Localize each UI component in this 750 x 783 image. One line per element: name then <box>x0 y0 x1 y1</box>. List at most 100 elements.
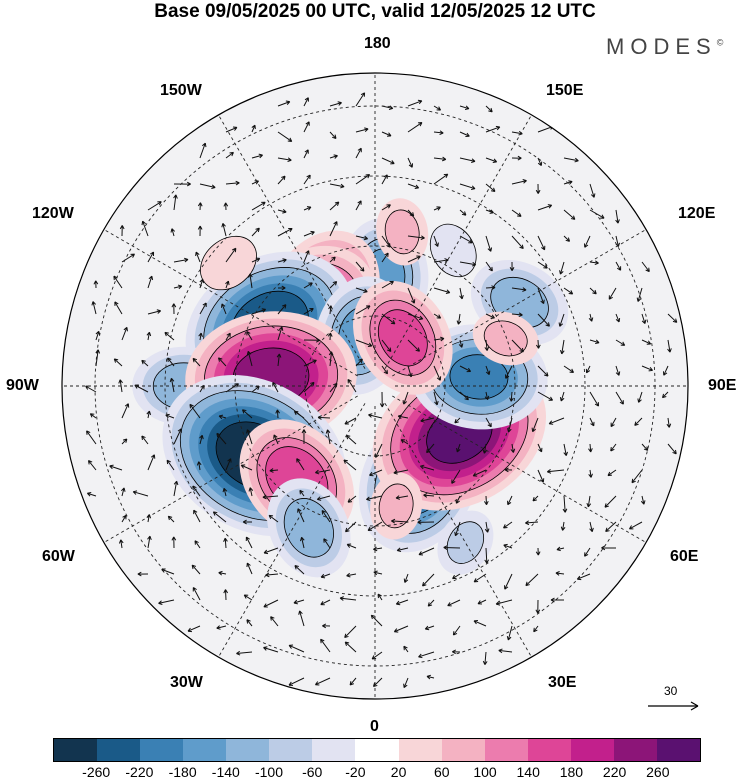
wind-arrow <box>662 365 669 376</box>
colorbar-segment <box>183 739 227 761</box>
wind-arrow <box>220 303 227 315</box>
wind-arrow <box>147 535 152 549</box>
wind-arrow <box>433 156 447 162</box>
wind-arrow <box>355 287 368 293</box>
wind-arrow <box>270 616 279 627</box>
wind-arrow <box>531 417 539 433</box>
wind-arrow <box>537 261 548 269</box>
wind-arrow <box>485 183 496 192</box>
wind-arrow <box>407 157 414 168</box>
colorbar-segment <box>398 739 442 761</box>
wind-arrow <box>199 302 207 315</box>
wind-arrow <box>563 157 579 163</box>
wind-arrow <box>303 121 310 133</box>
lon-label-30w: 30W <box>170 674 203 691</box>
wind-arrow <box>379 391 385 408</box>
wind-arrow <box>589 287 597 295</box>
meridian <box>392 229 647 377</box>
wind-arrow <box>418 651 435 659</box>
wind-arrow <box>251 201 266 211</box>
colorbar-segment <box>97 739 141 761</box>
wind-arrow <box>217 357 227 367</box>
wind-arrow <box>251 257 261 263</box>
meridian <box>103 229 358 377</box>
wind-arrow <box>222 487 228 497</box>
wind-arrow <box>221 223 227 237</box>
wind-arrow <box>277 209 287 214</box>
anomaly-contour <box>283 498 334 558</box>
wind-arrow <box>525 573 539 587</box>
colorbar-tick: 60 <box>434 764 450 780</box>
wind-arrow <box>187 625 201 633</box>
wind-arrow <box>510 443 516 453</box>
wind-arrow <box>366 495 383 502</box>
wind-arrow <box>147 454 156 471</box>
wind-arrow <box>164 331 175 341</box>
anomaly-contour <box>483 320 528 357</box>
wind-arrow <box>607 469 617 477</box>
wind-arrow <box>344 417 357 425</box>
wind-arrow <box>422 573 435 587</box>
wind-arrow <box>661 391 669 399</box>
wind-arrow <box>589 260 599 266</box>
wind-arrow <box>197 202 203 211</box>
wind-arrow <box>407 99 423 107</box>
graticule <box>62 73 688 699</box>
wind-arrow <box>216 432 227 445</box>
wind-arrow <box>407 287 416 304</box>
wind-arrow <box>370 614 383 627</box>
colorbar-segment <box>484 739 528 761</box>
wind-arrow <box>328 351 334 367</box>
wind-arrow <box>589 183 596 198</box>
wind-arrow <box>147 275 154 289</box>
wind-arrow <box>473 619 487 627</box>
wind-arrow <box>452 625 461 636</box>
wind-arrow <box>503 543 513 549</box>
wind-arrow <box>641 339 652 345</box>
wind-arrow <box>589 391 600 407</box>
wind-arrow <box>407 365 413 378</box>
wind-arrow <box>641 313 647 324</box>
wind-arrow <box>147 201 162 211</box>
wind-arrow <box>537 287 545 305</box>
map-border <box>61 72 689 700</box>
wind-arrow <box>585 365 591 374</box>
wind-arrow <box>381 313 396 325</box>
wind-arrow <box>403 677 409 689</box>
wind-arrow <box>121 438 128 445</box>
wind-arrow <box>194 540 201 549</box>
colorbar-segment <box>570 739 614 761</box>
wind-arrow <box>506 625 513 641</box>
colorbar-tick: 140 <box>516 764 540 780</box>
wind-arrow <box>303 174 311 185</box>
colorbar-segment <box>656 739 700 761</box>
wind-arrow <box>113 358 123 367</box>
wind-arrow <box>403 573 409 583</box>
colorbar-tick: 180 <box>559 764 584 780</box>
lon-label-60e: 60E <box>670 548 699 565</box>
wind-arrow <box>559 261 565 275</box>
wind-arrow <box>667 339 672 353</box>
wind-arrow <box>537 469 545 483</box>
wind-arrow <box>484 521 490 533</box>
wind-arrow <box>245 536 253 549</box>
wind-arrow <box>546 469 565 474</box>
colorbar-tick: -100 <box>254 764 284 780</box>
wind-arrow <box>242 519 253 525</box>
wind-arrow <box>484 547 490 564</box>
wind-arrow <box>277 157 292 163</box>
wind-arrow <box>452 649 461 655</box>
wind-arrow <box>396 547 409 553</box>
meridian <box>218 403 366 658</box>
colorbar-tick: -180 <box>168 764 197 780</box>
wind-arrow <box>191 564 201 575</box>
colorbar-tick: -260 <box>82 764 111 780</box>
wind-arrow <box>666 417 672 428</box>
anomaly-contour <box>449 354 509 400</box>
wind-arrow <box>504 573 513 590</box>
wind-arrow <box>132 490 149 497</box>
wind-arrow <box>535 183 541 194</box>
wind-arrow <box>472 469 487 477</box>
wind-arrow <box>329 221 338 237</box>
wind-arrow <box>303 359 317 367</box>
